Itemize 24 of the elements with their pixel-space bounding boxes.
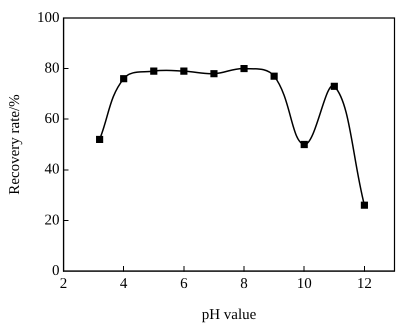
point: [240, 65, 248, 72]
point: [270, 72, 278, 80]
y-tick-label: 0: [52, 262, 60, 279]
y-tick-label: 40: [44, 162, 60, 178]
point: [210, 70, 218, 78]
x-tick-label: 10: [296, 276, 312, 292]
x-tick-label: 4: [120, 276, 128, 292]
x-tick-label: 8: [240, 276, 248, 292]
y-tick-label: 20: [44, 212, 60, 228]
point: [96, 136, 104, 144]
y-axis-title: Recovery rate/%: [6, 94, 23, 195]
x-tick-label: 2: [60, 276, 68, 292]
point: [180, 68, 188, 75]
point: [120, 75, 128, 82]
x-axis-title: pH value: [202, 306, 257, 323]
y-tick-label: 100: [37, 10, 60, 26]
point: [360, 202, 368, 209]
point: [150, 68, 158, 75]
point: [330, 82, 338, 90]
point: [300, 140, 308, 148]
y-tick-label: 60: [44, 111, 60, 128]
x-tick-label: 6: [180, 276, 188, 292]
x-tick-label: 12: [356, 276, 372, 292]
y-tick-label: 80: [44, 60, 60, 77]
